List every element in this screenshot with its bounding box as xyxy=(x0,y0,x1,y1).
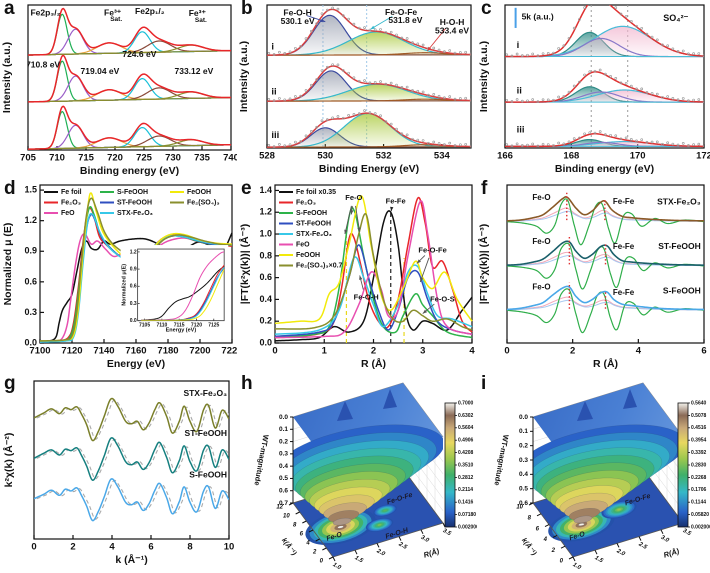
panel-label-b: b xyxy=(241,0,253,19)
panel-label-h: h xyxy=(241,373,253,394)
panel-label-f: f xyxy=(481,178,488,199)
panel-b: b xyxy=(237,0,477,180)
panel-i-canvas xyxy=(477,375,710,573)
panel-g: g xyxy=(0,373,237,573)
panel-g-canvas xyxy=(0,375,237,573)
panel-i: i xyxy=(477,373,710,573)
panel-a: a xyxy=(0,0,237,180)
panel-a-canvas xyxy=(0,0,237,180)
panel-h: h xyxy=(237,373,477,573)
panel-c: c xyxy=(477,0,710,180)
panel-f: f xyxy=(477,178,710,375)
panel-d: d xyxy=(0,178,237,375)
panel-label-g: g xyxy=(4,373,16,394)
panel-label-a: a xyxy=(4,0,15,19)
panel-label-d: d xyxy=(4,178,16,199)
panel-e: e xyxy=(237,178,477,375)
panel-h-canvas xyxy=(237,375,477,573)
panel-d-canvas xyxy=(0,180,237,375)
panel-label-c: c xyxy=(481,0,492,19)
panel-e-canvas xyxy=(237,180,477,375)
panel-f-canvas xyxy=(477,180,710,375)
panel-label-i: i xyxy=(481,373,487,394)
panel-c-canvas xyxy=(477,0,710,180)
panel-label-e: e xyxy=(241,178,252,199)
panel-b-canvas xyxy=(237,0,477,180)
